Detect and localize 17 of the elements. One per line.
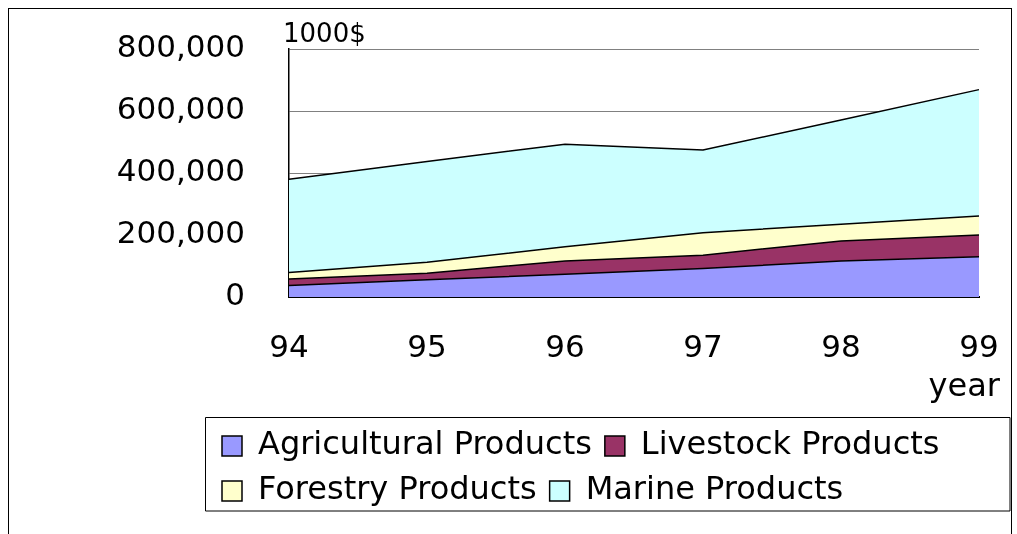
x-tick-label: 97	[683, 327, 723, 364]
y-tick-label: 0	[225, 276, 245, 313]
legend-label: Forestry Products	[258, 469, 537, 508]
y-tick-label: 800,000	[116, 28, 245, 65]
y-axis-title: 1000$	[283, 17, 366, 48]
x-axis-title: year	[928, 366, 1001, 405]
legend-label: Agricultural Products	[258, 424, 592, 463]
y-tick-label: 400,000	[116, 152, 245, 189]
x-tick-label: 94	[269, 327, 309, 364]
legend-label: Marine Products	[585, 469, 844, 508]
legend-label: Livestock Products	[640, 424, 940, 463]
x-tick-label: 95	[407, 327, 447, 364]
x-tick-label: 99	[959, 327, 999, 364]
y-tick-label: 200,000	[116, 214, 245, 251]
x-tick-label: 98	[821, 327, 861, 364]
y-tick-label: 600,000	[116, 90, 245, 127]
x-tick-label: 96	[545, 327, 585, 364]
